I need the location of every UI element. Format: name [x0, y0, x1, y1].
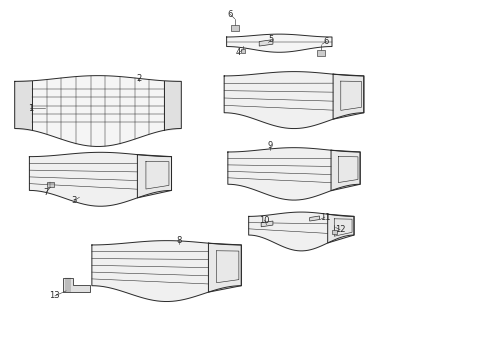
Text: 6: 6 — [324, 37, 329, 46]
Text: 9: 9 — [268, 141, 273, 150]
Polygon shape — [226, 34, 332, 52]
Polygon shape — [228, 148, 360, 200]
Polygon shape — [331, 150, 360, 191]
Text: 5: 5 — [269, 35, 273, 44]
Polygon shape — [64, 278, 90, 292]
Text: 11: 11 — [319, 212, 330, 221]
Text: 13: 13 — [49, 292, 60, 300]
Polygon shape — [208, 243, 242, 292]
Polygon shape — [259, 40, 273, 46]
FancyBboxPatch shape — [317, 50, 325, 56]
Text: 6: 6 — [228, 10, 233, 19]
Text: 3: 3 — [72, 196, 77, 205]
Text: 7: 7 — [44, 188, 49, 197]
Text: 10: 10 — [259, 216, 270, 225]
Polygon shape — [224, 72, 364, 129]
Polygon shape — [15, 76, 181, 147]
Polygon shape — [310, 216, 319, 221]
FancyBboxPatch shape — [241, 49, 245, 53]
Polygon shape — [333, 74, 364, 119]
Polygon shape — [29, 152, 172, 206]
Text: 8: 8 — [176, 236, 181, 245]
Polygon shape — [248, 212, 354, 251]
FancyBboxPatch shape — [332, 230, 337, 234]
FancyBboxPatch shape — [47, 182, 54, 187]
Polygon shape — [15, 81, 32, 130]
Polygon shape — [261, 221, 273, 227]
Text: 2: 2 — [137, 74, 142, 83]
Polygon shape — [328, 214, 354, 243]
Polygon shape — [92, 240, 242, 301]
Text: 12: 12 — [335, 225, 345, 234]
Text: 4: 4 — [236, 48, 241, 57]
FancyBboxPatch shape — [231, 25, 239, 31]
Polygon shape — [137, 154, 172, 198]
Polygon shape — [164, 81, 181, 130]
Text: 1: 1 — [28, 104, 33, 112]
